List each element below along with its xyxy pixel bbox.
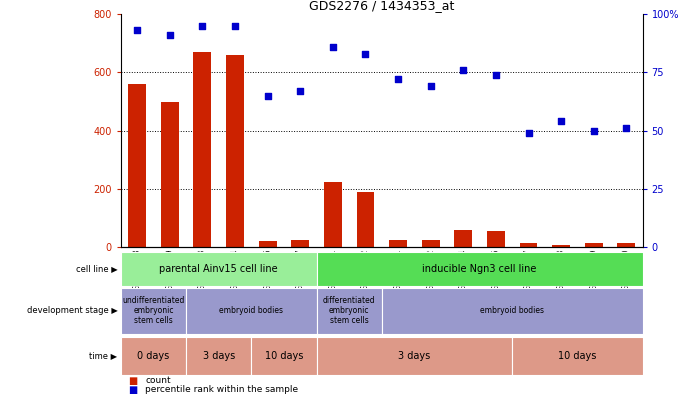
Point <box>262 92 273 99</box>
Bar <box>121 14 643 247</box>
Text: parental Ainv15 cell line: parental Ainv15 cell line <box>160 264 278 274</box>
Point <box>229 23 240 29</box>
Text: ■: ■ <box>128 376 137 386</box>
Bar <box>258 241 276 247</box>
Point <box>425 83 436 90</box>
Point <box>295 88 306 94</box>
Bar <box>316 252 643 286</box>
Text: time ▶: time ▶ <box>89 351 117 360</box>
Bar <box>186 337 252 375</box>
Text: cell line ▶: cell line ▶ <box>76 264 117 273</box>
Point <box>164 32 176 38</box>
Text: 3 days: 3 days <box>398 351 430 361</box>
Text: undifferentiated
embryonic
stem cells: undifferentiated embryonic stem cells <box>122 296 184 325</box>
Text: 3 days: 3 days <box>202 351 235 361</box>
Bar <box>520 243 538 247</box>
Text: development stage ▶: development stage ▶ <box>26 306 117 315</box>
Bar <box>324 181 342 247</box>
Point <box>588 127 599 134</box>
Bar <box>316 337 512 375</box>
Point <box>621 125 632 132</box>
Point <box>132 27 143 34</box>
Point <box>360 51 371 57</box>
Bar <box>381 288 643 334</box>
Title: GDS2276 / 1434353_at: GDS2276 / 1434353_at <box>309 0 455 12</box>
Bar <box>292 240 310 247</box>
Bar <box>454 230 472 247</box>
Text: ■: ■ <box>128 385 137 394</box>
Bar <box>389 240 407 247</box>
Point <box>523 130 534 136</box>
Bar <box>252 337 316 375</box>
Bar <box>552 245 570 247</box>
Bar <box>186 288 316 334</box>
Bar <box>617 243 635 247</box>
Bar <box>161 102 179 247</box>
Bar <box>422 240 439 247</box>
Point <box>457 67 468 73</box>
Bar <box>129 84 146 247</box>
Point <box>556 118 567 125</box>
Text: 10 days: 10 days <box>558 351 596 361</box>
Bar <box>193 52 211 247</box>
Text: percentile rank within the sample: percentile rank within the sample <box>145 385 299 394</box>
Text: differentiated
embryonic
stem cells: differentiated embryonic stem cells <box>323 296 375 325</box>
Bar <box>121 337 186 375</box>
Bar <box>316 288 381 334</box>
Text: inducible Ngn3 cell line: inducible Ngn3 cell line <box>422 264 537 274</box>
Bar <box>357 192 375 247</box>
Bar <box>226 55 244 247</box>
Point <box>197 23 208 29</box>
Text: embryoid bodies: embryoid bodies <box>219 306 283 315</box>
Point <box>491 71 502 78</box>
Bar <box>585 243 603 247</box>
Text: 0 days: 0 days <box>138 351 170 361</box>
Point <box>328 44 339 50</box>
Text: 10 days: 10 days <box>265 351 303 361</box>
Bar <box>487 231 505 247</box>
Bar <box>512 337 643 375</box>
Point <box>392 76 404 83</box>
Bar <box>121 252 316 286</box>
Bar <box>121 288 186 334</box>
Text: embryoid bodies: embryoid bodies <box>480 306 545 315</box>
Text: count: count <box>145 376 171 385</box>
